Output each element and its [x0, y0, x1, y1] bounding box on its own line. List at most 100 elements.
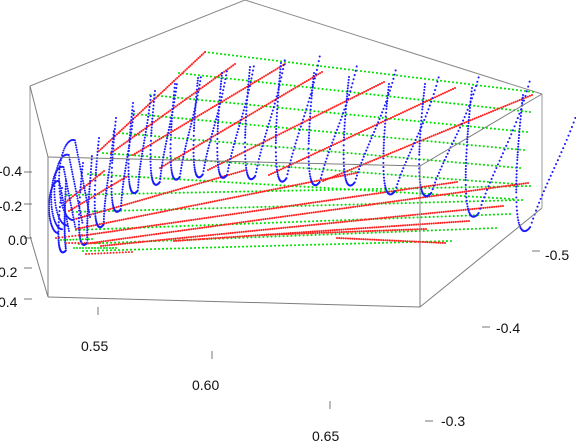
blue-series-point [130, 112, 133, 115]
green-guide-point [409, 97, 412, 100]
blue-series-point [216, 130, 219, 133]
red-series-point [83, 200, 86, 203]
red-series-point [213, 105, 216, 108]
green-guide-point [366, 134, 369, 137]
red-series-point [133, 236, 136, 239]
green-guide-point [257, 245, 261, 248]
red-series-point [299, 203, 302, 206]
green-guide-point [307, 185, 310, 189]
red-series-point [200, 142, 203, 145]
red-series-point [364, 226, 367, 230]
red-series-point [342, 197, 345, 200]
red-series-point [416, 186, 419, 189]
red-series-point [104, 209, 107, 212]
green-guide-point [270, 164, 273, 167]
blue-series-point [385, 107, 388, 111]
blue-series-point [539, 197, 542, 200]
red-series-point [237, 120, 240, 123]
blue-series-point [62, 209, 65, 212]
green-guide-point [474, 144, 477, 147]
red-series-point [347, 136, 351, 139]
blue-series-point [121, 191, 124, 194]
blue-series-point [48, 213, 51, 216]
green-guide-point [246, 143, 249, 146]
green-guide-point [277, 244, 281, 247]
red-series-point [173, 128, 176, 132]
red-series-point [259, 209, 262, 212]
blue-series-point [192, 113, 195, 116]
blue-series-point [470, 90, 473, 93]
green-guide-point [467, 195, 470, 198]
red-series-point [378, 82, 382, 86]
red-series-point [486, 206, 489, 209]
red-series-point [278, 233, 281, 236]
red-series-point [160, 193, 163, 196]
red-series-point [263, 75, 266, 78]
blue-series-point [196, 84, 199, 87]
green-guide-point [255, 57, 259, 60]
green-guide-point [271, 59, 275, 62]
red-series-point [176, 156, 179, 159]
green-guide-point [273, 82, 276, 85]
blue-series-point [220, 80, 223, 83]
green-guide-point [422, 158, 425, 161]
blue-series-point [59, 193, 61, 196]
blue-series-point [170, 123, 173, 126]
red-series-point [379, 121, 383, 124]
green-guide-point [95, 228, 98, 231]
green-guide-point [445, 101, 448, 104]
blue-series-point [218, 170, 221, 173]
blue-series-point [64, 200, 67, 203]
red-series-point [385, 216, 388, 219]
red-series-point [494, 109, 497, 112]
green-guide-point [367, 188, 371, 191]
red-series-point [240, 170, 243, 173]
red-series-point [198, 217, 201, 220]
green-guide-point [102, 173, 106, 176]
red-series-point [208, 81, 211, 84]
red-series-point [164, 192, 167, 195]
green-guide-point [419, 77, 423, 80]
green-guide-point [79, 247, 81, 249]
blue-series-point [87, 206, 90, 209]
red-series-point [179, 229, 182, 232]
red-series-point [270, 207, 273, 210]
blue-series-point [410, 148, 413, 151]
blue-series-point [272, 106, 275, 109]
green-guide-point [152, 208, 155, 211]
data-layer [48, 50, 576, 255]
blue-series-point [422, 100, 425, 103]
red-series-point [159, 232, 162, 235]
red-series-point [187, 120, 190, 124]
red-series-point [399, 147, 402, 151]
red-series-point [233, 222, 236, 225]
blue-series-point [384, 186, 387, 189]
green-guide-point [475, 195, 478, 198]
green-guide-point [146, 155, 149, 158]
green-guide-point [188, 207, 191, 210]
blue-series-point [111, 161, 114, 164]
red-series-point [269, 228, 272, 231]
green-guide-point [322, 233, 325, 236]
red-series-point [98, 211, 101, 214]
red-series-point [346, 237, 350, 240]
blue-series-point [122, 177, 125, 180]
red-series-point [329, 229, 332, 232]
green-guide-point [374, 231, 377, 234]
red-series-point [157, 211, 160, 214]
blue-series-point [195, 92, 198, 95]
green-guide-point [97, 247, 99, 249]
blue-series-point [86, 224, 89, 227]
green-guide-point [350, 152, 353, 155]
green-guide-point [468, 200, 471, 203]
red-series-point [102, 240, 105, 243]
red-series-point [216, 224, 219, 227]
blue-series-point [419, 136, 422, 139]
red-series-point [221, 129, 224, 132]
blue-series-point [172, 94, 175, 97]
green-guide-point [454, 161, 457, 164]
blue-series-point [53, 182, 56, 185]
red-series-point [483, 113, 486, 116]
red-series-point [236, 221, 239, 225]
